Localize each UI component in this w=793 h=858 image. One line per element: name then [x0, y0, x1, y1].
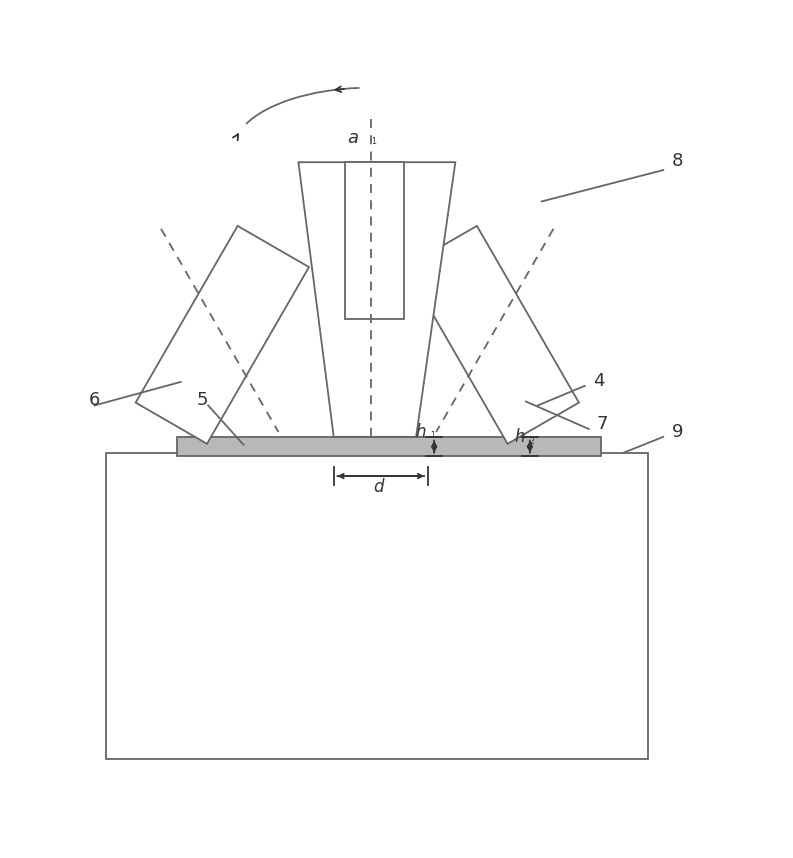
Text: 7: 7 — [596, 415, 607, 433]
Text: $_1$: $_1$ — [431, 430, 437, 443]
Text: $d$: $d$ — [373, 478, 385, 496]
Text: 9: 9 — [672, 423, 683, 441]
Text: $_2$: $_2$ — [529, 435, 535, 448]
Text: 5: 5 — [196, 391, 208, 409]
Polygon shape — [405, 226, 579, 444]
Polygon shape — [298, 162, 455, 437]
Bar — [106, 452, 648, 758]
Text: $h$: $h$ — [514, 428, 526, 446]
Text: 6: 6 — [89, 391, 100, 409]
Text: 4: 4 — [593, 372, 605, 390]
Text: $a$: $a$ — [347, 129, 359, 147]
Bar — [346, 162, 404, 319]
Text: $h$: $h$ — [416, 423, 427, 441]
Polygon shape — [136, 226, 309, 444]
Bar — [177, 437, 600, 456]
Text: $_1$: $_1$ — [371, 136, 377, 148]
Text: 8: 8 — [672, 152, 683, 170]
